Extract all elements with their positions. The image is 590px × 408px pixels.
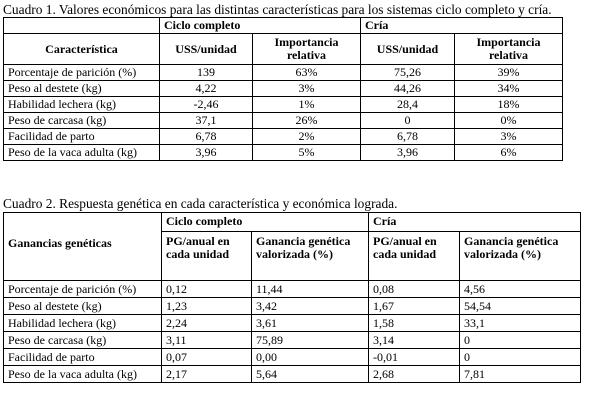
table-cell: 0,00 <box>251 348 369 366</box>
row-label: Facilidad de parto <box>3 348 162 366</box>
table-cell: 0,08 <box>368 280 460 298</box>
table-cell: 0 <box>360 112 455 129</box>
table-cell: 0 <box>459 331 581 349</box>
table-row: Peso de carcasa (kg) 3,11 75,89 3,14 0 <box>3 331 581 349</box>
table-cell: 75,89 <box>251 331 369 349</box>
table-cell: 5,64 <box>251 365 369 383</box>
table-row: Facilidad de parto 6,78 2% 6,78 3% <box>3 128 563 145</box>
table-cell: -2,46 <box>159 96 253 113</box>
table-1: Ciclo completo Cría Característica USS/u… <box>3 17 563 161</box>
table-cell: -0,01 <box>368 348 460 366</box>
table-cell: 1,58 <box>368 314 460 332</box>
table-row: Habilidad lechera (kg) 2,24 3,61 1,58 33… <box>3 314 581 332</box>
table-cell: 1,23 <box>161 297 252 315</box>
row-label: Peso al destete (kg) <box>3 80 160 97</box>
table-row: Peso de carcasa (kg) 37,1 26% 0 0% <box>3 112 563 129</box>
table-row: Facilidad de parto 0,07 0,00 -0,01 0 <box>3 348 581 366</box>
table-cell: 4,56 <box>459 280 581 298</box>
column-header: Ganancia genética valorizada (%) <box>459 231 581 281</box>
column-header: Característica <box>3 33 160 65</box>
table-cell: 2,68 <box>368 365 460 383</box>
column-header: Importancia relativa <box>454 33 563 65</box>
row-label: Facilidad de parto <box>3 128 160 145</box>
column-header: USS/unidad <box>360 33 455 65</box>
row-label: Peso de la vaca adulta (kg) <box>3 365 162 383</box>
table-cell: 6% <box>454 144 563 161</box>
table-cell: 3,42 <box>251 297 369 315</box>
table-cell: 0% <box>454 112 563 129</box>
table-cell: 7,81 <box>459 365 581 383</box>
table-cell: 11,44 <box>251 280 369 298</box>
table-cell: 139 <box>159 64 253 81</box>
table-row: Peso al destete (kg) 1,23 3,42 1,67 54,5… <box>3 297 581 315</box>
table-cell: 75,26 <box>360 64 455 81</box>
group-cria: Cría <box>360 17 563 34</box>
table-cell: 3,14 <box>368 331 460 349</box>
table-cell: 3% <box>454 128 563 145</box>
row-label: Peso de carcasa (kg) <box>3 331 162 349</box>
row-label: Habilidad lechera (kg) <box>3 314 162 332</box>
row-label: Peso de la vaca adulta (kg) <box>3 144 160 161</box>
table-cell: 0 <box>459 348 581 366</box>
table-cell: 2,24 <box>161 314 252 332</box>
table-cell: 0,12 <box>161 280 252 298</box>
table-cell: 26% <box>252 112 361 129</box>
table-row: Porcentaje de parición (%) 139 63% 75,26… <box>3 64 563 81</box>
table-cell: 5% <box>252 144 361 161</box>
table-1-group-header: Ciclo completo Cría <box>3 17 563 34</box>
table-1-column-header: Característica USS/unidad Importancia re… <box>3 33 563 65</box>
table-cell: 2,17 <box>161 365 252 383</box>
column-header: Ganancia genética valorizada (%) <box>251 231 369 281</box>
table-cell: 18% <box>454 96 563 113</box>
row-header-ganancias: Ganancias genéticas <box>3 212 162 281</box>
group-ciclo-completo: Ciclo completo <box>161 212 369 232</box>
column-header: PG/anual en cada unidad <box>161 231 252 281</box>
table-cell: 6,78 <box>360 128 455 145</box>
table-cell: 37,1 <box>159 112 253 129</box>
table-cell: 28,4 <box>360 96 455 113</box>
table-cell: 2% <box>252 128 361 145</box>
table-cell: 0,07 <box>161 348 252 366</box>
table-2: Ganancias genéticas Ciclo completo Cría … <box>3 212 581 383</box>
table-cell: 4,22 <box>159 80 253 97</box>
table-cell: 33,1 <box>459 314 581 332</box>
group-ciclo-completo: Ciclo completo <box>159 17 361 34</box>
row-label: Porcentaje de parición (%) <box>3 280 162 298</box>
table-2-group-header: Ganancias genéticas Ciclo completo Cría <box>3 212 581 281</box>
table-cell: 44,26 <box>360 80 455 97</box>
row-label: Peso de carcasa (kg) <box>3 112 160 129</box>
table-cell: 1,67 <box>368 297 460 315</box>
table-cell: 3,11 <box>161 331 252 349</box>
table-2-column-header: PG/anual en cada unidad Ganancia genétic… <box>4 231 581 281</box>
table-1-corner-cell <box>3 17 160 34</box>
table-cell: 3% <box>252 80 361 97</box>
table-cell: 3,61 <box>251 314 369 332</box>
table-2-caption: Cuadro 2. Respuesta genética en cada car… <box>3 196 398 211</box>
column-header: USS/unidad <box>159 33 253 65</box>
table-cell: 34% <box>454 80 563 97</box>
table-row: Peso de la vaca adulta (kg) 2,17 5,64 2,… <box>3 365 581 383</box>
table-row: Porcentaje de parición (%) 0,12 11,44 0,… <box>3 280 581 298</box>
table-cell: 6,78 <box>159 128 253 145</box>
table-row: Peso de la vaca adulta (kg) 3,96 5% 3,96… <box>3 144 563 161</box>
table-1-caption: Cuadro 1. Valores económicos para las di… <box>3 2 552 17</box>
table-cell: 63% <box>252 64 361 81</box>
table-cell: 39% <box>454 64 563 81</box>
row-label: Porcentaje de parición (%) <box>3 64 160 81</box>
group-cria: Cría <box>368 212 581 232</box>
table-cell: 1% <box>252 96 361 113</box>
column-header: PG/anual en cada unidad <box>368 231 460 281</box>
table-row: Peso al destete (kg) 4,22 3% 44,26 34% <box>3 80 563 97</box>
table-row: Habilidad lechera (kg) -2,46 1% 28,4 18% <box>3 96 563 113</box>
column-header: Importancia relativa <box>252 33 361 65</box>
row-label: Peso al destete (kg) <box>3 297 162 315</box>
row-label: Habilidad lechera (kg) <box>3 96 160 113</box>
table-cell: 54,54 <box>459 297 581 315</box>
table-cell: 3,96 <box>360 144 455 161</box>
table-cell: 3,96 <box>159 144 253 161</box>
